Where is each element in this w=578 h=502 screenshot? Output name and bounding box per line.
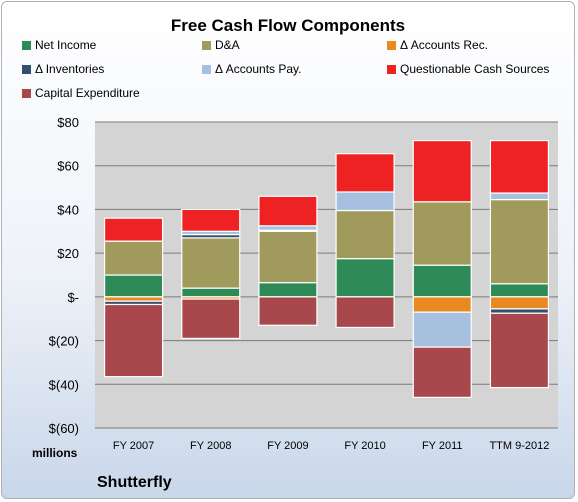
legend-item-delta-accounts-rec: Δ Accounts Rec. [387,38,488,52]
legend-item-d-a: D&A [202,38,240,52]
bar-questionable-cash-sources-fy-2007 [103,217,164,242]
y-tick-label: $80 [57,115,79,130]
legend-label: Questionable Cash Sources [400,62,550,76]
bar-net-income-fy-2009 [258,282,318,298]
bar-d-a-fy-2007 [103,240,164,276]
bar-questionable-cash-sources-fy-2008 [181,208,241,232]
bar-questionable-cash-sources-fy-2011 [412,139,472,203]
bar-net-income-fy-2008 [181,287,241,298]
legend-label: Net Income [35,38,97,52]
x-tick-label: TTM 9-2012 [489,440,549,452]
legend-label: Δ Accounts Rec. [400,38,489,52]
bar-delta-accounts-pay-ttm-9-2012 [489,192,550,201]
x-tick-label: FY 2010 [344,440,385,452]
bar-questionable-cash-sources-fy-2009 [258,195,318,227]
legend-label: Capital Expenditure [35,86,140,100]
bar-d-a-ttm-9-2012 [489,198,550,285]
bar-capital-expenditure-ttm-9-2012 [489,312,550,389]
x-tick-label: FY 2009 [267,440,308,452]
legend-label: Δ Inventories [35,62,105,76]
bar-d-a-fy-2009 [258,230,318,284]
bar-capital-expenditure-fy-2011 [412,346,472,398]
plot-background [95,122,558,428]
legend-swatch [387,64,396,74]
legend-swatch [202,64,211,74]
bar-delta-accounts-pay-fy-2011 [412,311,472,348]
legend: Net Income D&A Δ Accounts Rec. Δ Inventorie… [22,38,572,110]
legend-label: Δ Accounts Pay. [215,62,302,76]
bar-delta-accounts-pay-fy-2010 [335,191,395,212]
legend-swatch [387,40,396,50]
bar-net-income-ttm-9-2012 [489,283,550,298]
bar-d-a-fy-2011 [412,201,472,266]
y-tick-label: $- [67,290,79,305]
legend-swatch [22,40,31,50]
bar-capital-expenditure-fy-2007 [103,303,164,378]
bar-questionable-cash-sources-fy-2010 [335,153,395,193]
x-tick-label: FY 2007 [113,440,154,452]
bar-questionable-cash-sources-ttm-9-2012 [489,139,550,194]
bar-delta-accounts-rec-fy-2007 [103,296,164,302]
legend-item-delta-accounts-pay: Δ Accounts Pay. [202,62,302,76]
company-label: Shutterfly [97,474,172,491]
units-label: millions [32,446,78,460]
y-tick-label: $20 [57,246,79,261]
legend-swatch [22,88,31,98]
bar-net-income-fy-2007 [103,274,164,298]
bar-delta-accounts-pay-fy-2009 [258,225,318,231]
y-tick-label: $60 [57,159,79,174]
legend-item-capital-expenditure: Capital Expenditure [22,86,140,100]
bar-delta-inventories-ttm-9-2012 [489,308,550,314]
bar-net-income-fy-2010 [335,258,395,298]
bar-delta-accounts-rec-ttm-9-2012 [489,296,550,310]
y-tick-label: $40 [57,202,79,217]
chart-title: Free Cash Flow Components [170,16,406,35]
bar-d-a-fy-2010 [335,209,395,260]
y-tick-label: $(40) [49,377,79,392]
x-tick-label: FY 2008 [190,440,231,452]
bar-capital-expenditure-fy-2008 [181,298,241,339]
bar-net-income-fy-2011 [412,264,472,298]
legend-label: D&A [215,38,240,52]
legend-swatch [22,64,31,74]
bar-capital-expenditure-fy-2010 [335,296,395,329]
y-tick-label: $(20) [49,334,79,349]
bar-d-a-fy-2008 [181,237,241,289]
legend-swatch [202,40,211,50]
bar-delta-accounts-rec-fy-2011 [412,296,472,313]
x-tick-label: FY 2011 [422,440,463,452]
legend-item-questionable-cash-sources: Questionable Cash Sources [387,62,549,76]
legend-item-net-income: Net Income [22,38,96,52]
bar-capital-expenditure-fy-2009 [258,296,318,326]
legend-item-delta-inventories: Δ Inventories [22,62,104,76]
y-tick-label: $(60) [49,421,79,436]
